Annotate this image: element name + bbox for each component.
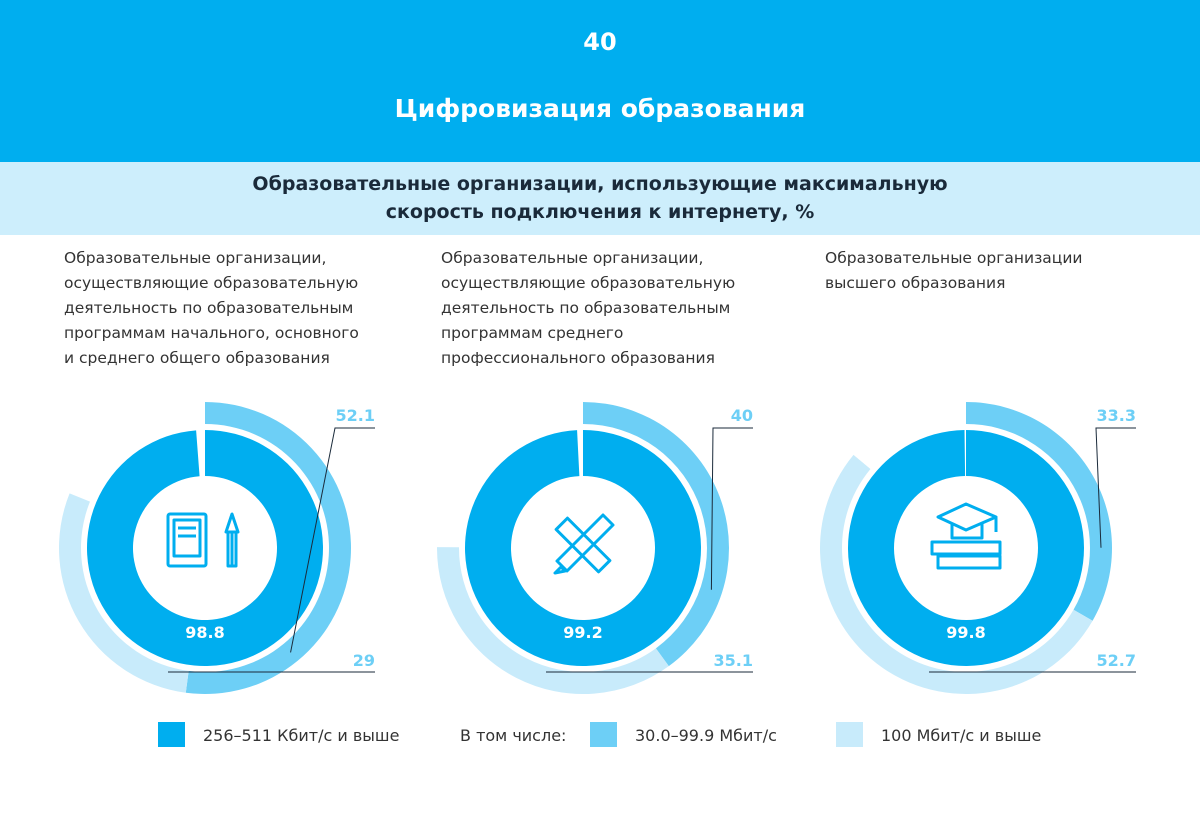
header: 40 Цифровизация образования: [0, 0, 1200, 162]
outer-arc: [185, 402, 352, 694]
page-title: Цифровизация образования: [394, 94, 806, 123]
value-label: 99.2: [563, 623, 602, 642]
value-label: 52.1: [336, 406, 375, 425]
value-label: 52.7: [1097, 651, 1136, 670]
legend-label: 256–511 Кбит/с и выше: [203, 726, 399, 745]
outer-arc: [436, 547, 669, 694]
outer-arc: [819, 454, 1093, 695]
outer-arc: [59, 493, 189, 693]
value-label: 40: [731, 406, 753, 425]
outer-arc: [583, 402, 730, 667]
legend-label: 30.0–99.9 Мбит/с: [635, 726, 777, 745]
donut-segment: [86, 430, 323, 666]
chart-title: Образовательные организации, осуществляю…: [441, 249, 736, 367]
legend-swatch: [590, 722, 617, 747]
chart-subtitle: Образовательные организации, использующи…: [0, 162, 1200, 235]
graduation-icon: [930, 502, 1002, 570]
legend-swatch: [836, 722, 863, 747]
leader-line: [290, 427, 375, 653]
icons: [166, 502, 1002, 575]
legend-label: 100 Мбит/с и выше: [881, 726, 1041, 745]
book-icon: [166, 512, 240, 568]
value-label: 35.1: [714, 651, 753, 670]
outer-arc: [966, 402, 1112, 621]
value-label: 33.3: [1097, 406, 1136, 425]
pencil-ruler-icon: [553, 513, 615, 575]
value-label: 29: [353, 651, 375, 670]
legend-swatch: [158, 722, 185, 747]
legend-note: В том числе:: [460, 726, 566, 745]
legend: В том числе:: [460, 726, 566, 745]
value-label: 98.8: [185, 623, 224, 642]
chart-title: Образовательные организации высшего обра…: [825, 249, 1083, 292]
page-number: 40: [583, 28, 617, 56]
value-label: 99.8: [946, 623, 985, 642]
leader-line: [710, 427, 753, 590]
leader-line: [1095, 427, 1136, 548]
donut-segment: [847, 430, 1084, 666]
donut-segment: [465, 430, 702, 666]
chart-title: Образовательные организации, осуществляю…: [64, 249, 359, 367]
